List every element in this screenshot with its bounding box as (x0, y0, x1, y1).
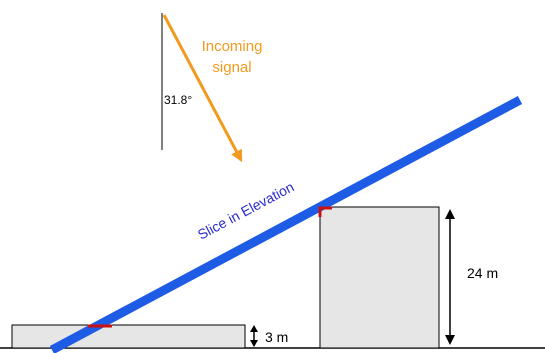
angle-label: 31.8° (164, 93, 192, 107)
slice-label: Slice in Elevation (195, 178, 297, 242)
small-building (11, 324, 246, 349)
tall-dim-arrowhead-bottom (445, 335, 455, 345)
signal-label-line2: signal (212, 59, 251, 76)
slice-band (49, 96, 523, 353)
tall-building (319, 206, 440, 349)
tall-dim-arrowhead-top (445, 209, 455, 219)
signal-label-line1: Incoming (202, 38, 263, 55)
tall-building-height-label: 24 m (467, 265, 498, 281)
small-building-height-label: 3 m (265, 329, 288, 345)
incoming-signal-arrow (162, 14, 243, 163)
small-dim-arrowhead-top (250, 325, 258, 332)
small-dim-arrowhead-bottom (250, 340, 258, 347)
tall-building-corner-marker (318, 206, 332, 217)
